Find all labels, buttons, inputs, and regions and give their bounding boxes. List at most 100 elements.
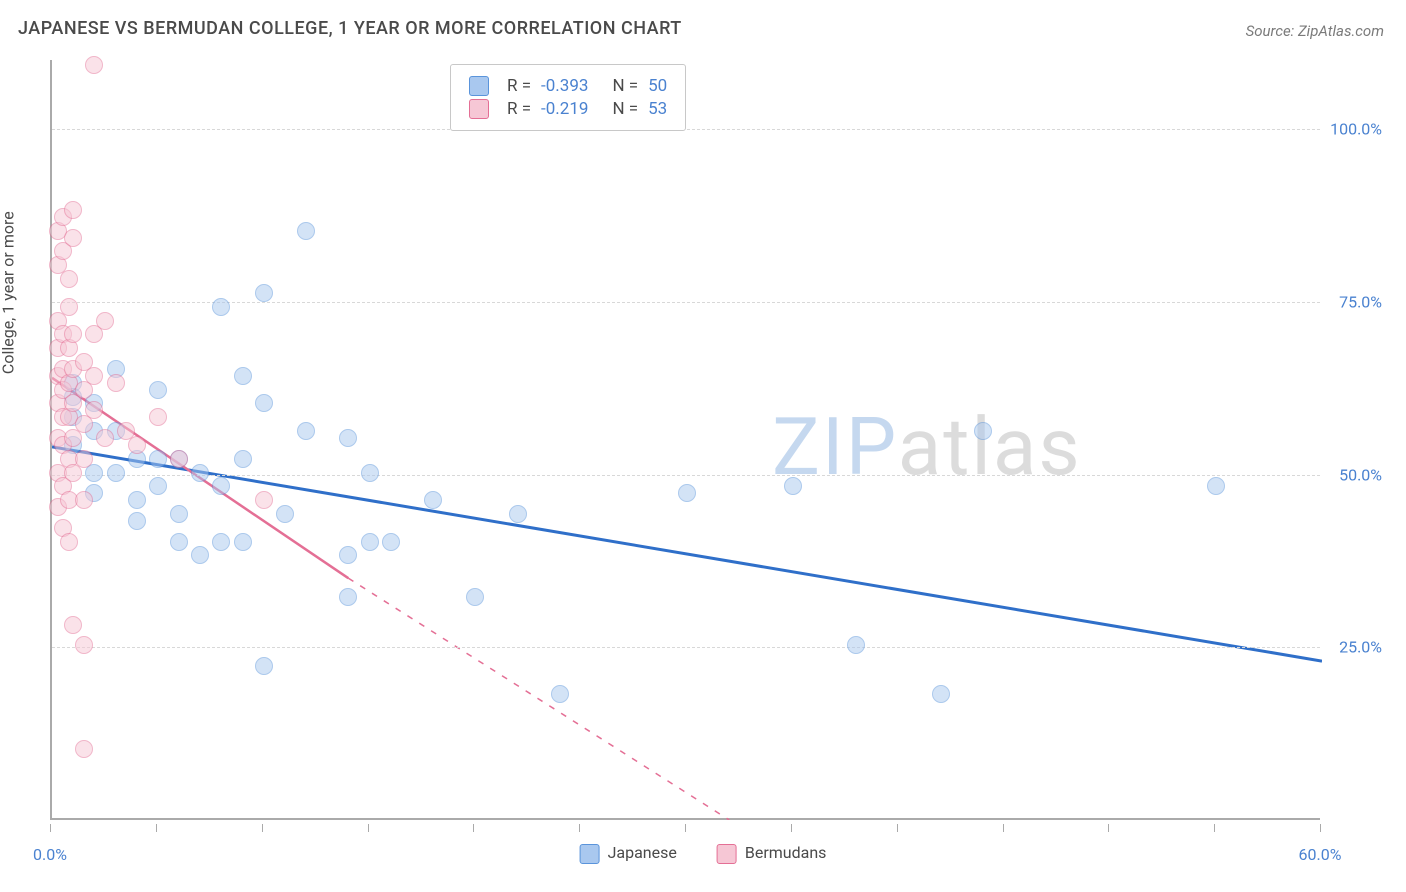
data-point [424,491,442,509]
data-point [339,546,357,564]
data-point [847,636,865,654]
data-point [170,505,188,523]
data-point [361,464,379,482]
data-point [170,450,188,468]
x-tick [1214,824,1215,832]
data-point [64,616,82,634]
watermark-atlas: atlas [898,400,1082,494]
correlation-stats-box: R = -0.393N = 50R = -0.219N = 53 [450,64,686,131]
data-point [276,505,294,523]
data-point [255,657,273,675]
stats-n-label: N = [612,76,638,96]
data-point [75,450,93,468]
data-point [234,450,252,468]
data-point [784,477,802,495]
data-point [297,422,315,440]
y-tick-label: 25.0% [1339,638,1382,657]
trend-line [52,447,1322,661]
stats-r-label: R = [507,99,531,119]
stats-swatch [469,99,489,119]
data-point [75,636,93,654]
x-tick [50,824,51,832]
y-tick-label: 75.0% [1339,292,1382,311]
x-tick-label: 60.0% [1299,845,1342,864]
x-tick [791,824,792,832]
legend-item: Bermudans [717,843,827,864]
x-tick [473,824,474,832]
legend-swatch [717,844,737,864]
trend-lines-layer [52,60,1322,820]
legend-label: Bermudans [745,843,827,862]
data-point [255,491,273,509]
chart-title: JAPANESE VS BERMUDAN COLLEGE, 1 YEAR OR … [18,18,682,39]
data-point [234,533,252,551]
gridline [52,475,1320,476]
data-point [96,312,114,330]
data-point [149,450,167,468]
stats-n-label: N = [612,99,638,119]
data-point [339,588,357,606]
data-point [234,367,252,385]
data-point [382,533,400,551]
data-point [149,408,167,426]
x-tick [368,824,369,832]
data-point [85,401,103,419]
x-tick-label: 0.0% [33,845,67,864]
data-point [297,222,315,240]
legend-label: Japanese [608,843,677,862]
data-point [191,464,209,482]
data-point [1207,477,1225,495]
plot-area: ZIPatlas [50,60,1320,820]
x-tick [156,824,157,832]
stats-r-label: R = [507,76,531,96]
x-tick [262,824,263,832]
data-point [85,367,103,385]
x-tick [579,824,580,832]
stats-row: R = -0.393N = 50 [469,76,667,96]
data-point [191,546,209,564]
data-point [149,381,167,399]
data-point [75,491,93,509]
stats-row: R = -0.219 N = 53 [469,99,667,119]
data-point [361,533,379,551]
data-point [64,201,82,219]
data-point [212,533,230,551]
gridline [52,647,1320,648]
legend-swatch [580,844,600,864]
data-point [60,270,78,288]
y-tick-label: 100.0% [1330,120,1382,139]
stats-swatch [469,76,489,96]
trend-line [348,578,729,820]
data-point [932,685,950,703]
gridline [52,302,1320,303]
x-tick [897,824,898,832]
legend-item: Japanese [580,843,677,864]
data-point [551,685,569,703]
x-tick [1320,824,1321,832]
data-point [85,56,103,74]
data-point [466,588,484,606]
gridline [52,129,1320,130]
data-point [509,505,527,523]
data-point [255,394,273,412]
stats-n-value: 53 [648,99,667,119]
watermark: ZIPatlas [772,400,1082,494]
data-point [64,229,82,247]
data-point [339,429,357,447]
data-point [128,436,146,454]
stats-r-value: -0.219 [541,99,588,119]
data-point [128,491,146,509]
data-point [149,477,167,495]
data-point [107,464,125,482]
data-point [60,533,78,551]
data-point [678,484,696,502]
data-point [212,298,230,316]
data-point [96,429,114,447]
y-axis-label: College, 1 year or more [0,211,18,374]
data-point [212,477,230,495]
stats-r-value: -0.393 [541,76,588,96]
series-legend: Japanese Bermudans [580,843,827,864]
source-attribution: Source: ZipAtlas.com [1246,22,1384,40]
data-point [255,284,273,302]
chart-container: JAPANESE VS BERMUDAN COLLEGE, 1 YEAR OR … [0,0,1406,892]
